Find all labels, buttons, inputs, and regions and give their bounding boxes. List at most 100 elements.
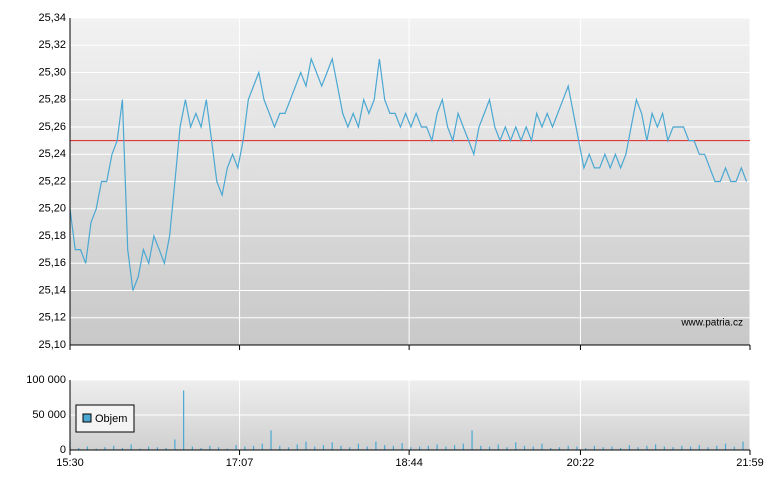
volume-bar — [646, 445, 648, 450]
y-tick-label: 25,34 — [38, 12, 66, 24]
volume-bar — [95, 448, 97, 450]
volume-bar — [78, 447, 80, 450]
volume-bar — [113, 445, 115, 450]
volume-bar — [453, 445, 456, 450]
x-tick-label: 21:59 — [736, 457, 764, 469]
volume-bar — [349, 447, 351, 450]
volume-bar — [130, 444, 132, 450]
volume-bar — [104, 447, 106, 450]
volume-bar — [314, 446, 316, 450]
volume-bar — [139, 448, 141, 450]
volume-bar — [200, 447, 202, 450]
volume-bar — [322, 445, 325, 450]
volume-bar — [585, 447, 587, 450]
volume-bar — [576, 446, 578, 450]
volume-bar — [742, 441, 744, 450]
volume-bar — [471, 430, 473, 450]
volume-bar — [86, 446, 89, 450]
volume-bar — [620, 447, 622, 450]
x-tick-label: 15:30 — [56, 457, 84, 469]
volume-bar — [296, 444, 298, 450]
watermark: www.patria.cz — [680, 318, 743, 329]
y-tick-label: 25,20 — [38, 203, 66, 215]
volume-bar — [375, 441, 377, 450]
y-tick-label: 25,22 — [38, 175, 66, 187]
volume-bar — [523, 445, 526, 450]
volume-bar — [148, 446, 150, 450]
volume-bar — [217, 447, 220, 450]
volume-bar — [252, 445, 255, 450]
volume-bar — [305, 441, 307, 450]
volume-bar — [550, 447, 552, 450]
volume-bar — [689, 446, 692, 450]
volume-bar — [445, 446, 447, 450]
volume-bar — [270, 430, 272, 450]
volume-bar — [419, 446, 421, 450]
x-tick-label: 18:44 — [395, 457, 423, 469]
x-tick-label: 20:22 — [567, 457, 595, 469]
volume-bar — [567, 445, 569, 450]
y-tick-label: 0 — [60, 444, 66, 456]
volume-bar — [655, 444, 657, 450]
volume-bar — [244, 446, 246, 450]
y-tick-label: 25,12 — [38, 312, 66, 324]
volume-bar — [392, 445, 394, 450]
x-tick-label: 17:07 — [226, 457, 254, 469]
volume-bar — [209, 445, 211, 450]
y-tick-label: 25,14 — [38, 284, 66, 296]
volume-bar — [506, 447, 508, 450]
y-tick-label: 25,30 — [38, 66, 66, 78]
volume-bar — [532, 446, 534, 450]
volume-bar — [156, 447, 159, 450]
volume-bar — [541, 443, 543, 450]
volume-bar — [593, 445, 596, 450]
volume-bar — [663, 446, 665, 450]
y-tick-label: 25,26 — [38, 121, 66, 133]
volume-bar — [261, 443, 263, 450]
volume-bar — [724, 443, 727, 450]
volume-bar — [121, 447, 124, 450]
volume-bar — [611, 446, 613, 450]
y-tick-label: 25,24 — [38, 148, 66, 160]
volume-bar — [165, 447, 167, 450]
legend-label: Objem — [95, 413, 127, 425]
volume-bar — [515, 442, 517, 450]
y-tick-label: 25,18 — [38, 230, 66, 242]
volume-bar — [427, 445, 429, 450]
y-tick-label: 25,10 — [38, 339, 66, 351]
volume-bar — [226, 448, 228, 450]
volume-bar — [183, 390, 185, 450]
volume-bar — [637, 447, 639, 450]
y-tick-label: 50 000 — [32, 409, 66, 421]
y-tick-label: 25,32 — [38, 39, 66, 51]
y-tick-label: 100 000 — [26, 374, 66, 386]
volume-bar — [410, 447, 412, 450]
volume-bar — [401, 443, 403, 450]
volume-bar — [384, 445, 386, 450]
legend-swatch — [82, 413, 92, 423]
volume-bar — [716, 445, 718, 450]
volume-bar — [174, 439, 176, 450]
volume-bar — [340, 445, 342, 450]
volume-bar — [707, 447, 709, 450]
volume-bar — [279, 445, 281, 450]
volume-bar — [287, 447, 290, 450]
volume-bar — [480, 445, 482, 450]
volume-bar — [558, 447, 561, 450]
volume-bar — [672, 447, 674, 450]
volume-bar — [366, 446, 368, 450]
price-line — [69, 56, 748, 291]
volume-bar — [331, 442, 333, 450]
volume-bar — [497, 444, 499, 450]
volume-bar — [235, 445, 237, 450]
volume-bar — [436, 444, 438, 450]
volume-bar — [681, 445, 683, 450]
volume-bar — [191, 446, 193, 450]
volume-bar — [628, 445, 630, 450]
volume-bar — [462, 443, 464, 450]
volume-bar — [602, 447, 604, 450]
volume-bar — [488, 446, 491, 450]
y-tick-label: 25,28 — [38, 94, 66, 106]
y-tick-label: 25,16 — [38, 257, 66, 269]
